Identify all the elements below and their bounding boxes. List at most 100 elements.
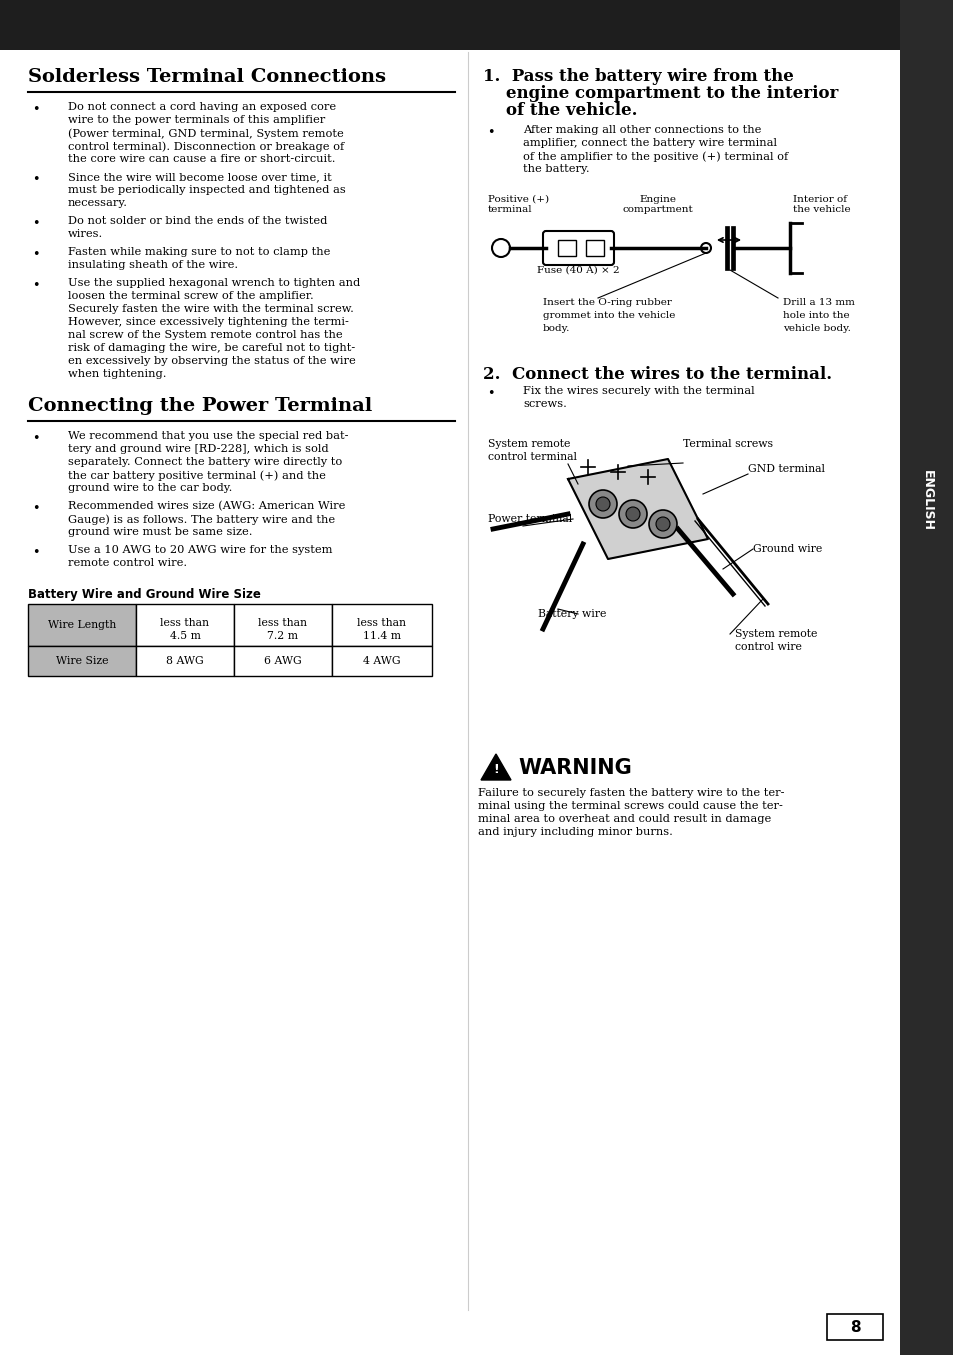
- Bar: [899, 0, 953, 1355]
- Text: Securely fasten the wire with the terminal screw.: Securely fasten the wire with the termin…: [68, 304, 354, 314]
- Circle shape: [618, 500, 646, 528]
- Text: of the amplifier to the positive (+) terminal of: of the amplifier to the positive (+) ter…: [522, 150, 787, 161]
- Text: System remote: System remote: [488, 439, 570, 449]
- Text: body.: body.: [542, 324, 570, 333]
- Text: the car battery positive terminal (+) and the: the car battery positive terminal (+) an…: [68, 470, 326, 481]
- Bar: [558, 240, 576, 256]
- Text: Fasten while making sure to not to clamp the: Fasten while making sure to not to clamp…: [68, 247, 330, 257]
- Text: hole into the: hole into the: [782, 312, 849, 320]
- Bar: [233, 646, 332, 676]
- Polygon shape: [567, 459, 707, 560]
- Text: Fuse (40 A) × 2: Fuse (40 A) × 2: [537, 266, 619, 275]
- Text: 11.4 m: 11.4 m: [363, 631, 400, 641]
- Text: and injury including minor burns.: and injury including minor burns.: [477, 827, 672, 837]
- Text: Wire Size: Wire Size: [55, 656, 108, 667]
- Text: Wire Length: Wire Length: [48, 621, 116, 630]
- Text: Battery Wire and Ground Wire Size: Battery Wire and Ground Wire Size: [28, 588, 260, 602]
- Text: Since the wire will become loose over time, it: Since the wire will become loose over ti…: [68, 172, 332, 182]
- Text: less than: less than: [258, 618, 307, 627]
- Text: Battery wire: Battery wire: [537, 608, 606, 619]
- Text: 4.5 m: 4.5 m: [170, 631, 200, 641]
- Text: less than: less than: [357, 618, 406, 627]
- Text: minal area to overheat and could result in damage: minal area to overheat and could result …: [477, 814, 770, 824]
- Text: Solderless Terminal Connections: Solderless Terminal Connections: [28, 68, 386, 85]
- Text: 6 AWG: 6 AWG: [264, 656, 301, 667]
- Text: •: •: [486, 388, 494, 400]
- Text: ENGLISH: ENGLISH: [920, 469, 933, 531]
- Text: However, since excessively tightening the termi-: However, since excessively tightening th…: [68, 317, 349, 327]
- Text: 8: 8: [849, 1320, 860, 1335]
- Bar: [730, 226, 734, 270]
- Text: Do not connect a cord having an exposed core: Do not connect a cord having an exposed …: [68, 102, 335, 112]
- Text: ground wire to the car body.: ground wire to the car body.: [68, 482, 233, 493]
- Text: Use the supplied hexagonal wrench to tighten and: Use the supplied hexagonal wrench to tig…: [68, 278, 360, 289]
- Bar: [233, 604, 332, 646]
- Text: 2.  Connect the wires to the terminal.: 2. Connect the wires to the terminal.: [482, 366, 831, 383]
- Text: Do not solder or bind the ends of the twisted: Do not solder or bind the ends of the tw…: [68, 215, 327, 226]
- Text: After making all other connections to the: After making all other connections to th…: [522, 125, 760, 136]
- Text: separately. Connect the battery wire directly to: separately. Connect the battery wire dir…: [68, 457, 342, 467]
- Text: 8 AWG: 8 AWG: [166, 656, 204, 667]
- Text: tery and ground wire [RD-228], which is sold: tery and ground wire [RD-228], which is …: [68, 444, 328, 454]
- Text: Gauge) is as follows. The battery wire and the: Gauge) is as follows. The battery wire a…: [68, 514, 335, 524]
- Text: GND terminal: GND terminal: [747, 463, 824, 474]
- Text: 4 AWG: 4 AWG: [363, 656, 400, 667]
- FancyBboxPatch shape: [542, 230, 614, 266]
- Text: •: •: [32, 546, 39, 560]
- Text: •: •: [32, 103, 39, 117]
- Text: of the vehicle.: of the vehicle.: [482, 102, 637, 119]
- Text: insulating sheath of the wire.: insulating sheath of the wire.: [68, 260, 238, 270]
- Text: when tightening.: when tightening.: [68, 369, 167, 379]
- Circle shape: [596, 497, 609, 511]
- Text: •: •: [32, 501, 39, 515]
- Text: WARNING: WARNING: [517, 757, 631, 778]
- Circle shape: [700, 243, 710, 253]
- Bar: [826, 1314, 882, 1340]
- Circle shape: [625, 507, 639, 522]
- Text: grommet into the vehicle: grommet into the vehicle: [542, 312, 675, 320]
- Bar: [332, 604, 432, 646]
- Text: screws.: screws.: [522, 398, 566, 409]
- Text: Use a 10 AWG to 20 AWG wire for the system: Use a 10 AWG to 20 AWG wire for the syst…: [68, 545, 333, 556]
- Text: necessary.: necessary.: [68, 198, 128, 209]
- Text: en excessively by observing the status of the wire: en excessively by observing the status o…: [68, 356, 355, 366]
- Text: 1.  Pass the battery wire from the: 1. Pass the battery wire from the: [482, 68, 793, 85]
- Text: Power terminal: Power terminal: [488, 514, 572, 524]
- Text: !: !: [493, 763, 498, 776]
- Text: Failure to securely fasten the battery wire to the ter-: Failure to securely fasten the battery w…: [477, 789, 783, 798]
- Circle shape: [656, 518, 669, 531]
- Text: Fix the wires securely with the terminal: Fix the wires securely with the terminal: [522, 386, 754, 396]
- Text: •: •: [486, 126, 494, 140]
- Bar: [28, 604, 136, 646]
- Text: •: •: [32, 432, 39, 444]
- Text: wire to the power terminals of this amplifier: wire to the power terminals of this ampl…: [68, 115, 325, 125]
- Text: engine compartment to the interior: engine compartment to the interior: [482, 85, 838, 102]
- Text: Terminal screws: Terminal screws: [682, 439, 772, 449]
- Text: wires.: wires.: [68, 229, 103, 238]
- Text: Connecting the Power Terminal: Connecting the Power Terminal: [28, 397, 372, 415]
- Text: 7.2 m: 7.2 m: [267, 631, 298, 641]
- Text: vehicle body.: vehicle body.: [782, 324, 850, 333]
- Circle shape: [588, 491, 617, 518]
- Bar: [585, 240, 603, 256]
- Text: Recommended wires size (AWG: American Wire: Recommended wires size (AWG: American Wi…: [68, 501, 345, 511]
- Text: System remote: System remote: [734, 629, 817, 640]
- Text: Insert the O-ring rubber: Insert the O-ring rubber: [542, 298, 671, 308]
- Text: Engine
compartment: Engine compartment: [622, 195, 693, 214]
- Bar: [332, 646, 432, 676]
- Bar: [136, 646, 233, 676]
- Bar: [724, 226, 728, 270]
- Text: amplifier, connect the battery wire terminal: amplifier, connect the battery wire term…: [522, 138, 776, 148]
- Text: We recommend that you use the special red bat-: We recommend that you use the special re…: [68, 431, 348, 440]
- Text: •: •: [32, 248, 39, 262]
- Text: remote control wire.: remote control wire.: [68, 558, 187, 568]
- Text: •: •: [32, 217, 39, 230]
- Text: ground wire must be same size.: ground wire must be same size.: [68, 527, 253, 537]
- Text: risk of damaging the wire, be careful not to tight-: risk of damaging the wire, be careful no…: [68, 343, 355, 354]
- Text: Ground wire: Ground wire: [752, 543, 821, 554]
- Text: •: •: [32, 279, 39, 291]
- Text: •: •: [32, 173, 39, 186]
- Text: Interior of
the vehicle: Interior of the vehicle: [792, 195, 850, 214]
- Text: nal screw of the System remote control has the: nal screw of the System remote control h…: [68, 331, 342, 340]
- Bar: [28, 646, 136, 676]
